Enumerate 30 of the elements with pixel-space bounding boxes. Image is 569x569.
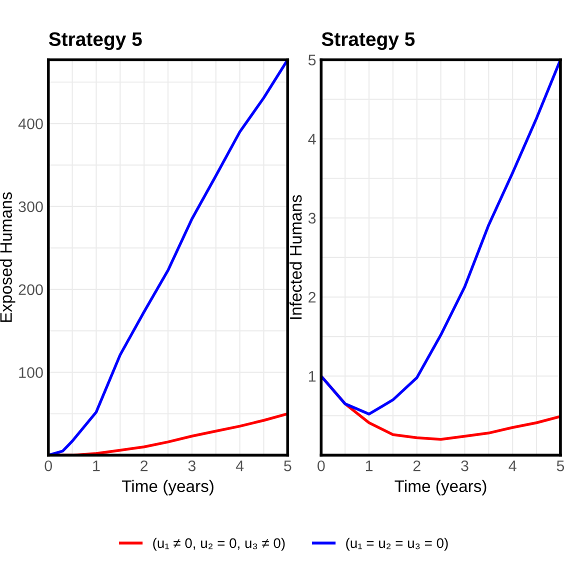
- y-axis-title: Exposed Humans: [0, 192, 16, 322]
- x-tick-label: 1: [93, 460, 100, 472]
- y-tick-label: 300: [18, 201, 43, 212]
- x-tick-label: 3: [188, 460, 196, 472]
- chart-title: Strategy 5: [322, 32, 415, 50]
- y-tick-label: 3: [308, 212, 316, 224]
- x-axis-title: Time (years): [122, 480, 214, 496]
- x-tick-label: 1: [366, 460, 373, 472]
- x-tick-label: 5: [556, 460, 564, 472]
- legend-label: (u₁ ≠ 0, u₂ = 0, u₃ ≠ 0): [153, 538, 285, 551]
- chart-title: Strategy 5: [48, 32, 142, 50]
- x-tick-label: 0: [44, 460, 52, 472]
- x-tick-label: 0: [318, 460, 325, 472]
- y-tick-label: 2: [308, 292, 316, 303]
- y-tick-label: 100: [19, 367, 43, 378]
- x-tick-label: 3: [461, 460, 468, 472]
- y-axis-title: Infected Humans: [289, 195, 302, 319]
- x-tick-label: 5: [284, 460, 292, 472]
- y-tick-label: 1: [308, 371, 316, 382]
- legend-label: (u₁ = u₂ = u₃ = 0): [346, 538, 448, 551]
- line-series: [48, 60, 288, 456]
- x-tick-label: 2: [413, 460, 420, 472]
- x-axis-title: Time (years): [394, 480, 486, 496]
- x-tick-label: 2: [140, 460, 148, 472]
- y-tick-label: 5: [308, 54, 316, 66]
- y-tick-label: 200: [18, 284, 43, 296]
- x-tick-label: 4: [236, 460, 244, 472]
- y-tick-label: 400: [18, 118, 43, 130]
- y-tick-label: 4: [308, 134, 316, 144]
- x-tick-label: 4: [508, 460, 516, 472]
